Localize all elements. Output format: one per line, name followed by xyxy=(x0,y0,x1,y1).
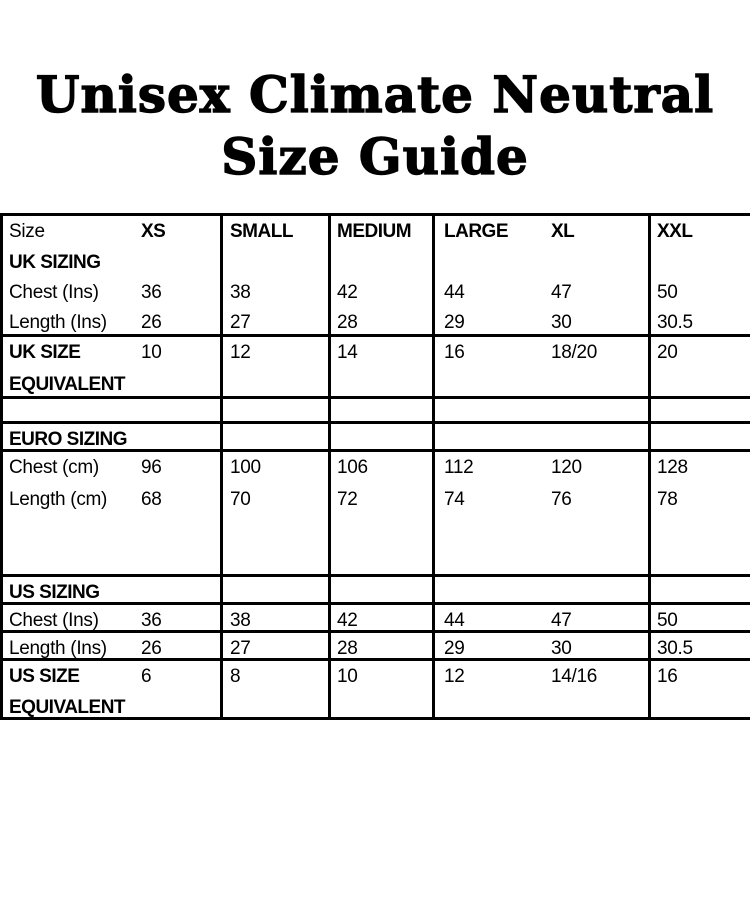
uk-chest-xxl: 50 xyxy=(648,277,750,307)
euro-length-label: Length (cm) xyxy=(9,489,108,510)
us-equivalent-xxl: 16 xyxy=(648,661,750,692)
euro-length-xxl: 78 xyxy=(648,484,750,516)
table-row-us-sizing: US SIZING xyxy=(3,577,750,605)
us-length-medium: 28 xyxy=(328,633,432,658)
us-equivalent-large: 12 xyxy=(432,661,538,692)
us-equivalent-small: 8 xyxy=(220,661,328,692)
uk-equivalent-xs: 10 xyxy=(141,342,162,363)
page-title-line2: Size Guide xyxy=(221,126,529,186)
uk-chest-xs: 36 xyxy=(141,282,162,303)
header-col-xxl: XXL xyxy=(648,216,750,247)
euro-chest-xs: 96 xyxy=(141,457,162,478)
us-equivalent-label-line1: US SIZE xyxy=(9,666,80,687)
table-row-uk-chest: Chest (Ins) 36 38 42 44 47 50 xyxy=(3,277,750,307)
uk-equivalent-large: 16 xyxy=(432,337,538,369)
uk-chest-small: 38 xyxy=(220,277,328,307)
euro-sizing-label: EURO SIZING xyxy=(9,429,128,449)
uk-length-small: 27 xyxy=(220,307,328,334)
table-row-euro-length: Length (cm) 68 70 72 74 76 78 xyxy=(3,484,750,516)
header-size-label: Size xyxy=(9,221,45,242)
table-row-uk-sizing: UK SIZING xyxy=(3,247,750,277)
uk-length-medium: 28 xyxy=(328,307,432,334)
us-chest-xxl: 50 xyxy=(648,605,750,630)
table-row-uk-length: Length (Ins) 26 27 28 29 30 30.5 xyxy=(3,307,750,337)
euro-chest-small: 100 xyxy=(220,452,328,484)
uk-length-xs: 26 xyxy=(141,312,162,333)
us-length-large: 29 xyxy=(432,633,538,658)
header-col-large: LARGE xyxy=(432,216,538,247)
euro-chest-xl: 120 xyxy=(551,457,582,478)
table-row-uk-equivalent: UK SIZE 10 12 14 16 18/20 20 xyxy=(3,337,750,369)
us-chest-xs: 36 xyxy=(141,610,162,630)
table-row-header: Size XS SMALL MEDIUM LARGE XL XXL xyxy=(3,216,750,247)
uk-chest-xl: 47 xyxy=(551,282,572,303)
us-equivalent-medium: 10 xyxy=(328,661,432,692)
header-col-xs: XS xyxy=(141,221,166,242)
uk-equivalent-medium: 14 xyxy=(328,337,432,369)
uk-chest-medium: 42 xyxy=(328,277,432,307)
uk-length-label: Length (Ins) xyxy=(9,312,107,333)
us-sizing-label: US SIZING xyxy=(9,582,100,602)
table-row-us-equivalent: US SIZE 6 8 10 12 14/16 16 xyxy=(3,661,750,692)
table-row-uk-equivalent-line2: EQUIVALENT xyxy=(3,369,750,399)
uk-equivalent-small: 12 xyxy=(220,337,328,369)
us-chest-xl: 47 xyxy=(551,610,572,630)
header-col-medium: MEDIUM xyxy=(328,216,432,247)
euro-chest-large: 112 xyxy=(432,452,538,484)
euro-chest-xxl: 128 xyxy=(648,452,750,484)
euro-chest-medium: 106 xyxy=(328,452,432,484)
uk-length-xxl: 30.5 xyxy=(648,307,750,334)
table-row-us-chest: Chest (Ins) 36 38 42 44 47 50 xyxy=(3,605,750,633)
us-length-label: Length (Ins) xyxy=(9,638,107,658)
uk-equivalent-xl: 18/20 xyxy=(551,342,598,363)
euro-length-xl: 76 xyxy=(551,489,572,510)
uk-equivalent-xxl: 20 xyxy=(648,337,750,369)
us-chest-medium: 42 xyxy=(328,605,432,630)
us-length-xs: 26 xyxy=(141,638,162,658)
uk-chest-label: Chest (Ins) xyxy=(9,282,99,303)
us-length-xl: 30 xyxy=(551,638,572,658)
table-row-euro-sizing: EURO SIZING xyxy=(3,424,750,452)
us-equivalent-xl: 14/16 xyxy=(551,666,598,687)
euro-chest-label: Chest (cm) xyxy=(9,457,99,478)
table-row-spacer-1 xyxy=(3,399,750,424)
uk-chest-large: 44 xyxy=(432,277,538,307)
euro-length-medium: 72 xyxy=(328,484,432,516)
size-guide-table: Size XS SMALL MEDIUM LARGE XL XXL UK SIZ… xyxy=(0,213,750,720)
uk-equivalent-label-line2: EQUIVALENT xyxy=(9,374,126,395)
uk-length-xl: 30 xyxy=(551,312,572,333)
us-chest-small: 38 xyxy=(220,605,328,630)
us-chest-label: Chest (Ins) xyxy=(9,610,99,630)
table-row-euro-chest: Chest (cm) 96 100 106 112 120 128 xyxy=(3,452,750,484)
euro-length-small: 70 xyxy=(220,484,328,516)
uk-equivalent-label-line1: UK SIZE xyxy=(9,342,81,363)
us-equivalent-label-line2: EQUIVALENT xyxy=(9,697,126,717)
uk-length-large: 29 xyxy=(432,307,538,334)
table-row-us-length: Length (Ins) 26 27 28 29 30 30.5 xyxy=(3,633,750,661)
us-length-xxl: 30.5 xyxy=(648,633,750,658)
euro-length-large: 74 xyxy=(432,484,538,516)
euro-length-xs: 68 xyxy=(141,489,162,510)
header-col-small: SMALL xyxy=(220,216,328,247)
header-col-xl: XL xyxy=(551,221,575,242)
us-chest-large: 44 xyxy=(432,605,538,630)
uk-sizing-label: UK SIZING xyxy=(9,252,101,273)
table-row-spacer-2 xyxy=(3,516,750,577)
us-equivalent-xs: 6 xyxy=(141,666,152,687)
page-title: Unisex Climate Neutral Size Guide xyxy=(0,64,750,188)
us-length-small: 27 xyxy=(220,633,328,658)
page-title-line1: Unisex Climate Neutral xyxy=(35,64,715,124)
table-row-us-equivalent-line2: EQUIVALENT xyxy=(3,692,750,720)
